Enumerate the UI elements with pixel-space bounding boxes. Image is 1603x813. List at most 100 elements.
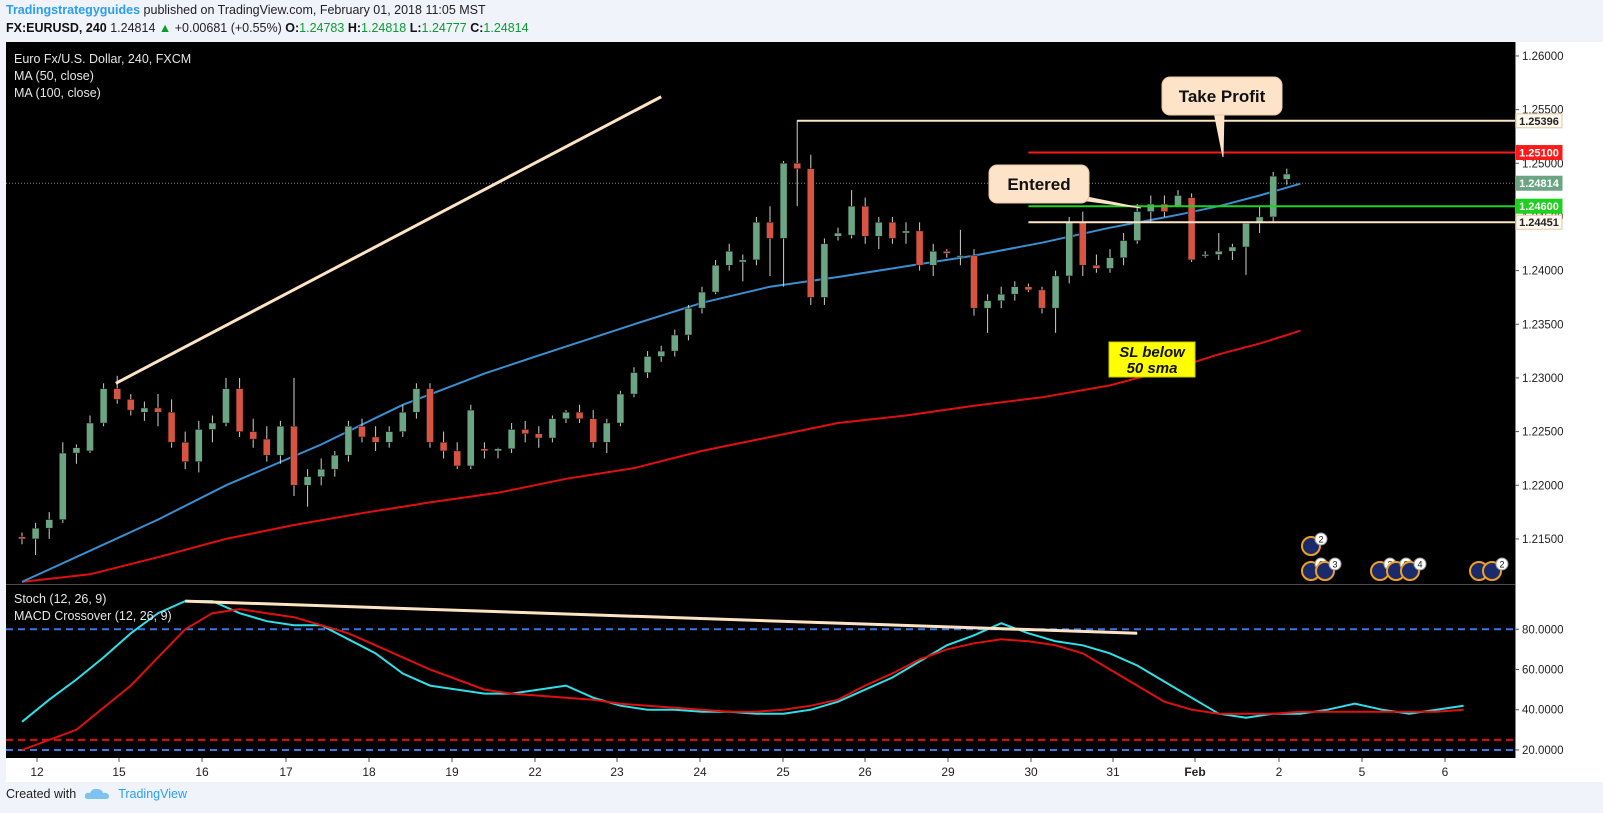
tradingview-brand-link[interactable]: TradingView xyxy=(118,787,187,801)
time-tick-label: 5 xyxy=(1359,765,1366,779)
entered-callout: Entered xyxy=(988,164,1142,209)
candle-down xyxy=(535,433,543,439)
candle-up xyxy=(317,468,325,477)
candle-up xyxy=(45,519,53,529)
time-tick-label: 6 xyxy=(1442,765,1449,779)
us-flag-event-icon: 3 xyxy=(1315,557,1342,581)
candle-down xyxy=(807,168,815,298)
time-tick-label: 25 xyxy=(776,765,790,779)
time-tick-label: 26 xyxy=(858,765,872,779)
us-flag-event-icon-count: 2 xyxy=(1499,560,1504,570)
price-tick-label: 1.22000 xyxy=(1522,480,1564,492)
created-with-text: Created with xyxy=(6,787,77,801)
price-tick-label: 1.23000 xyxy=(1522,373,1564,385)
price-axis-bg xyxy=(1515,42,1603,758)
time-tick-label: 29 xyxy=(941,765,955,779)
candle-up xyxy=(548,418,557,439)
time-tick-label: 31 xyxy=(1106,765,1120,779)
candle-up xyxy=(616,393,625,424)
candle-up xyxy=(276,425,285,456)
candle-down xyxy=(249,431,257,440)
time-tick-label: 17 xyxy=(279,765,293,779)
price-label-bg xyxy=(1515,113,1563,129)
chart-title: Euro Fx/U.S. Dollar, 240, FXCM xyxy=(14,52,191,66)
candle-up xyxy=(671,334,679,352)
candle-down xyxy=(766,222,774,239)
candle-down xyxy=(154,407,162,413)
price-tick-label: 1.26000 xyxy=(1522,51,1564,63)
symbol-info: FX:EURUSD, 240 1.24814 ▲ +0.00681 (+0.55… xyxy=(6,21,529,35)
tradingview-cloud-icon xyxy=(84,788,110,799)
us-flag-event-icon-badge xyxy=(1413,557,1427,571)
candle-up xyxy=(684,307,693,336)
candle-down xyxy=(1187,197,1196,261)
candle-up xyxy=(698,291,706,309)
candle-up xyxy=(643,356,652,373)
time-tick-label: 23 xyxy=(610,765,624,779)
oscillator-pane-bg xyxy=(6,585,1515,758)
candle-up xyxy=(997,293,1005,301)
candle-down xyxy=(113,388,121,400)
candle-up xyxy=(1269,175,1277,218)
candle-down xyxy=(480,448,489,452)
candle-up xyxy=(331,454,339,470)
candle-down xyxy=(358,425,366,438)
low-label: L: xyxy=(409,21,422,35)
trendline-upper xyxy=(115,95,662,385)
price-label-bg xyxy=(1515,175,1563,191)
candle-down xyxy=(127,399,135,411)
candle-up xyxy=(1201,254,1209,257)
time-tick-label: 2 xyxy=(1276,765,1283,779)
sl-note-box xyxy=(1108,341,1196,378)
candle-up xyxy=(562,412,570,419)
high-label: H: xyxy=(347,21,362,35)
us-flag-event-icon-count: 4 xyxy=(1417,560,1422,570)
candle-up xyxy=(1228,246,1237,252)
candle-down xyxy=(970,255,978,309)
price-label-take_profit_level: 1.25396 xyxy=(1519,116,1559,128)
price-tick-label: 1.21500 xyxy=(1522,534,1564,546)
candle-down xyxy=(453,450,461,467)
us-flag-event-icon-count: 3 xyxy=(1332,560,1337,570)
price-tick-label: 1.23500 xyxy=(1522,319,1564,331)
candle-up xyxy=(725,251,733,266)
candle-down xyxy=(263,438,271,456)
candle-up xyxy=(507,429,516,450)
candle-up xyxy=(59,452,67,520)
candle-up xyxy=(1011,286,1019,295)
author-link[interactable]: Tradingstrategyguides xyxy=(6,3,141,17)
price-label-entry_green: 1.24600 xyxy=(1519,201,1559,213)
entered-callout-box xyxy=(988,164,1090,204)
oscillator-pane xyxy=(6,599,1515,751)
time-tick-label: 19 xyxy=(445,765,459,779)
take-profit-callout-text: Take Profit xyxy=(1179,87,1266,106)
candle-up xyxy=(1119,240,1128,258)
symbol-label: FX:EURUSD, 240 xyxy=(6,21,107,35)
close-label: C: xyxy=(470,21,484,35)
candle-up xyxy=(1283,173,1291,180)
candle-up xyxy=(820,243,829,298)
candle-up xyxy=(983,300,992,309)
candle-up xyxy=(1174,195,1182,207)
osc-tick-label: 60.0000 xyxy=(1522,664,1564,676)
price-change: +0.00681 (+0.55%) xyxy=(174,21,282,35)
candle-down xyxy=(167,412,176,443)
take-profit-callout: Take Profit xyxy=(1161,76,1283,158)
candle-up xyxy=(72,447,81,454)
price-tick-label: 1.24000 xyxy=(1522,266,1564,278)
osc-tick-label: 40.0000 xyxy=(1522,705,1564,717)
candle-down xyxy=(943,251,951,254)
candle-up xyxy=(603,422,611,443)
candle-up xyxy=(86,422,94,452)
candle-down xyxy=(575,412,584,419)
sl-note-line2: 50 sma xyxy=(1127,360,1178,377)
candle-up xyxy=(195,429,203,462)
candle-up xyxy=(630,372,638,395)
candle-up xyxy=(929,251,937,266)
candle-up xyxy=(412,388,421,413)
sl-note-line1: SL below xyxy=(1119,344,1186,361)
time-tick-label: 22 xyxy=(528,765,542,779)
high-value: 1.24818 xyxy=(361,21,407,35)
